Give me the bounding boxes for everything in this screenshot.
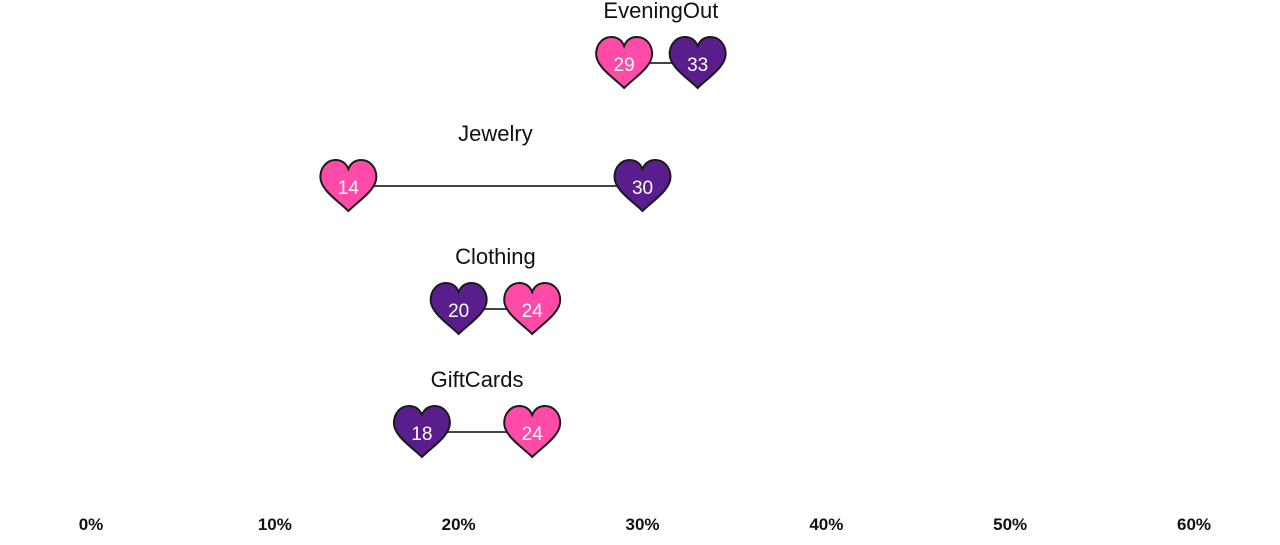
dumbbell-row: Clothing 24 20 (429, 244, 562, 336)
dumbbell-row: EveningOut 29 33 (595, 0, 727, 90)
value-label: 33 (687, 55, 708, 76)
value-label: 20 (448, 301, 469, 322)
category-label: GiftCards (431, 367, 524, 392)
value-label: 14 (338, 178, 360, 199)
value-label: 24 (522, 301, 544, 322)
x-tick-label: 0% (79, 515, 104, 534)
heart-marker: 18 (392, 404, 451, 459)
x-axis: 0% 10% 20% 30% 40% 50% 60% (79, 515, 1211, 534)
category-label: EveningOut (603, 0, 718, 23)
heart-icon (503, 404, 562, 459)
heart-icon (319, 158, 378, 213)
x-tick-label: 30% (625, 515, 659, 534)
rows-layer: EveningOut 29 33 Jewelry 14 30 Clothing 24 20 Gif… (319, 0, 727, 459)
dumbbell-row: Jewelry 14 30 (319, 121, 672, 213)
heart-marker: 14 (319, 158, 378, 213)
x-tick-label: 60% (1177, 515, 1211, 534)
x-tick-label: 20% (442, 515, 476, 534)
heart-icon (668, 35, 727, 90)
heart-icon (392, 404, 451, 459)
heart-icon (595, 35, 654, 90)
x-tick-label: 10% (258, 515, 292, 534)
value-label: 30 (632, 178, 653, 199)
heart-marker: 24 (503, 404, 562, 459)
x-tick-label: 50% (993, 515, 1027, 534)
heart-marker: 20 (429, 281, 488, 336)
heart-marker: 33 (668, 35, 727, 90)
value-label: 18 (411, 424, 432, 445)
heart-icon (613, 158, 672, 213)
x-tick-label: 40% (809, 515, 843, 534)
heart-marker: 29 (595, 35, 654, 90)
value-label: 24 (522, 424, 544, 445)
category-label: Jewelry (458, 121, 533, 146)
heart-icon (503, 281, 562, 336)
heart-icon (429, 281, 488, 336)
category-label: Clothing (455, 244, 536, 269)
value-label: 29 (614, 55, 635, 76)
dumbbell-row: GiftCards 24 18 (392, 367, 562, 459)
heart-marker: 24 (503, 281, 562, 336)
heart-marker: 30 (613, 158, 672, 213)
